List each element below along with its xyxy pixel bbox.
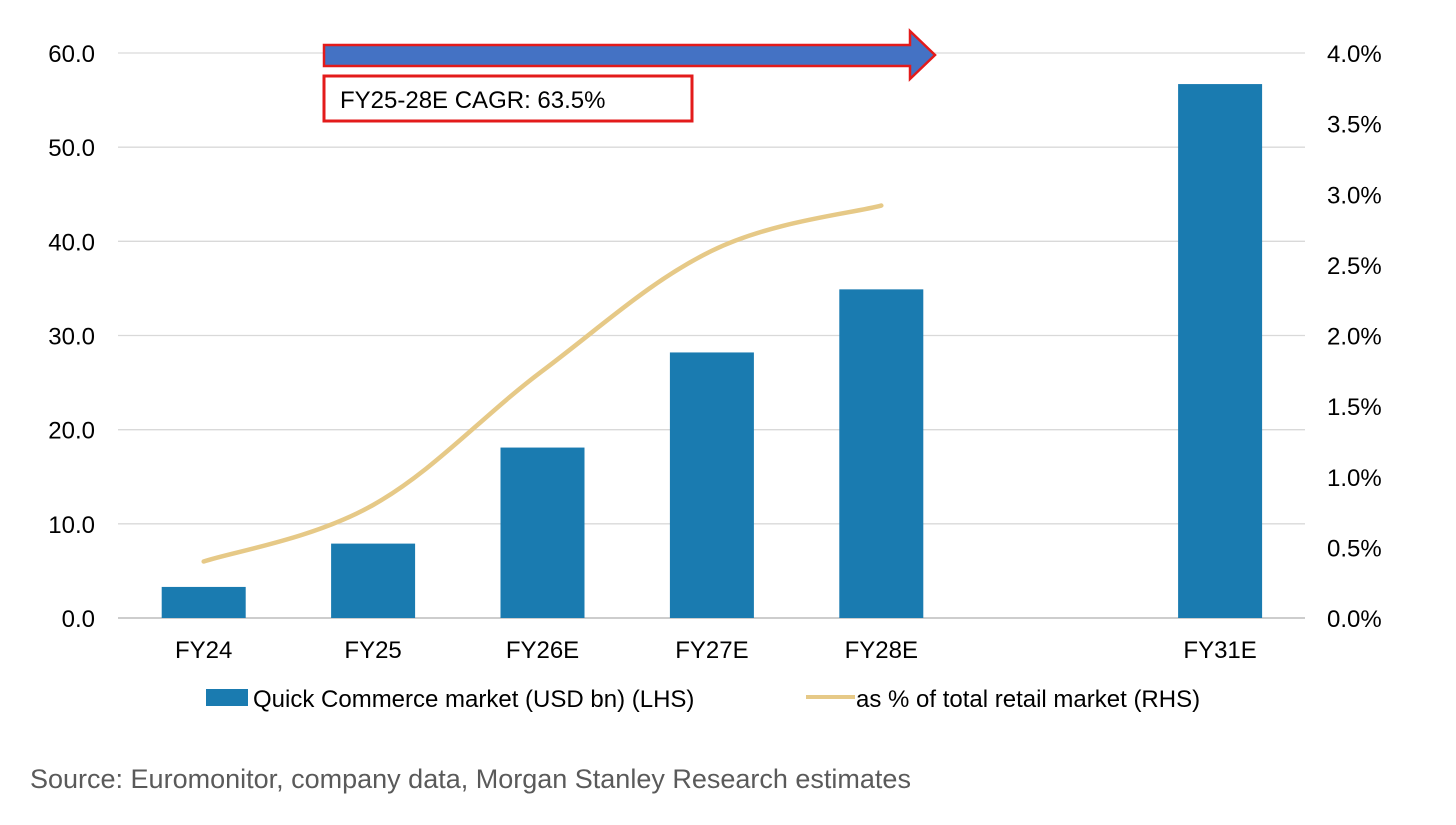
legend-line-label: as % of total retail market (RHS) <box>856 686 1200 713</box>
legend-bar-label: Quick Commerce market (USD bn) (LHS) <box>253 686 694 713</box>
y-left-tick-label: 40.0 <box>48 229 95 256</box>
right-axis: 0.0% 0.5% 1.0% 1.5% 2.0% 2.5% 3.0% 3.5% 4.0% <box>1327 41 1382 633</box>
x-tick-label: FY24 <box>175 637 232 664</box>
left-axis: 0.0 10.0 20.0 30.0 40.0 50.0 60.0 <box>48 41 95 633</box>
y-right-tick-label: 0.5% <box>1327 535 1382 562</box>
y-right-tick-label: 3.0% <box>1327 182 1382 209</box>
bar-series <box>161 84 1263 618</box>
bar <box>839 289 924 618</box>
bar <box>331 543 416 618</box>
x-tick-label: FY26E <box>506 637 579 664</box>
cagr-callout: FY25-28E CAGR: 63.5% <box>322 28 937 123</box>
y-right-tick-label: 4.0% <box>1327 41 1382 68</box>
y-left-tick-label: 60.0 <box>48 41 95 68</box>
legend-bar-swatch <box>206 689 248 706</box>
bar <box>500 447 585 618</box>
y-left-tick-label: 20.0 <box>48 418 95 445</box>
bar <box>161 586 246 618</box>
cagr-box <box>322 74 694 123</box>
y-right-tick-label: 0.0% <box>1327 606 1382 633</box>
x-tick-label: FY31E <box>1183 637 1256 664</box>
y-right-tick-label: 2.0% <box>1327 324 1382 351</box>
x-tick-label: FY25 <box>344 637 401 664</box>
x-tick-label: FY28E <box>845 637 918 664</box>
cagr-arrow <box>322 28 937 82</box>
y-right-tick-label: 3.5% <box>1327 112 1382 139</box>
line-series <box>201 203 884 564</box>
x-axis: FY24 FY25 FY26E FY27E FY28E FY31E <box>175 637 1257 664</box>
x-tick-label: FY27E <box>675 637 748 664</box>
cagr-label: FY25-28E CAGR: 63.5% <box>340 87 605 114</box>
y-right-tick-label: 2.5% <box>1327 253 1382 280</box>
y-left-tick-label: 10.0 <box>48 512 95 539</box>
y-left-tick-label: 0.0 <box>62 606 95 633</box>
bar <box>669 352 754 618</box>
bar <box>1178 84 1263 618</box>
y-right-tick-label: 1.5% <box>1327 394 1382 421</box>
y-right-tick-label: 1.0% <box>1327 465 1382 492</box>
legend: Quick Commerce market (USD bn) (LHS) as … <box>206 686 1200 713</box>
y-left-tick-label: 50.0 <box>48 135 95 162</box>
source-note: Source: Euromonitor, company data, Morga… <box>30 764 911 794</box>
y-left-tick-label: 30.0 <box>48 324 95 351</box>
